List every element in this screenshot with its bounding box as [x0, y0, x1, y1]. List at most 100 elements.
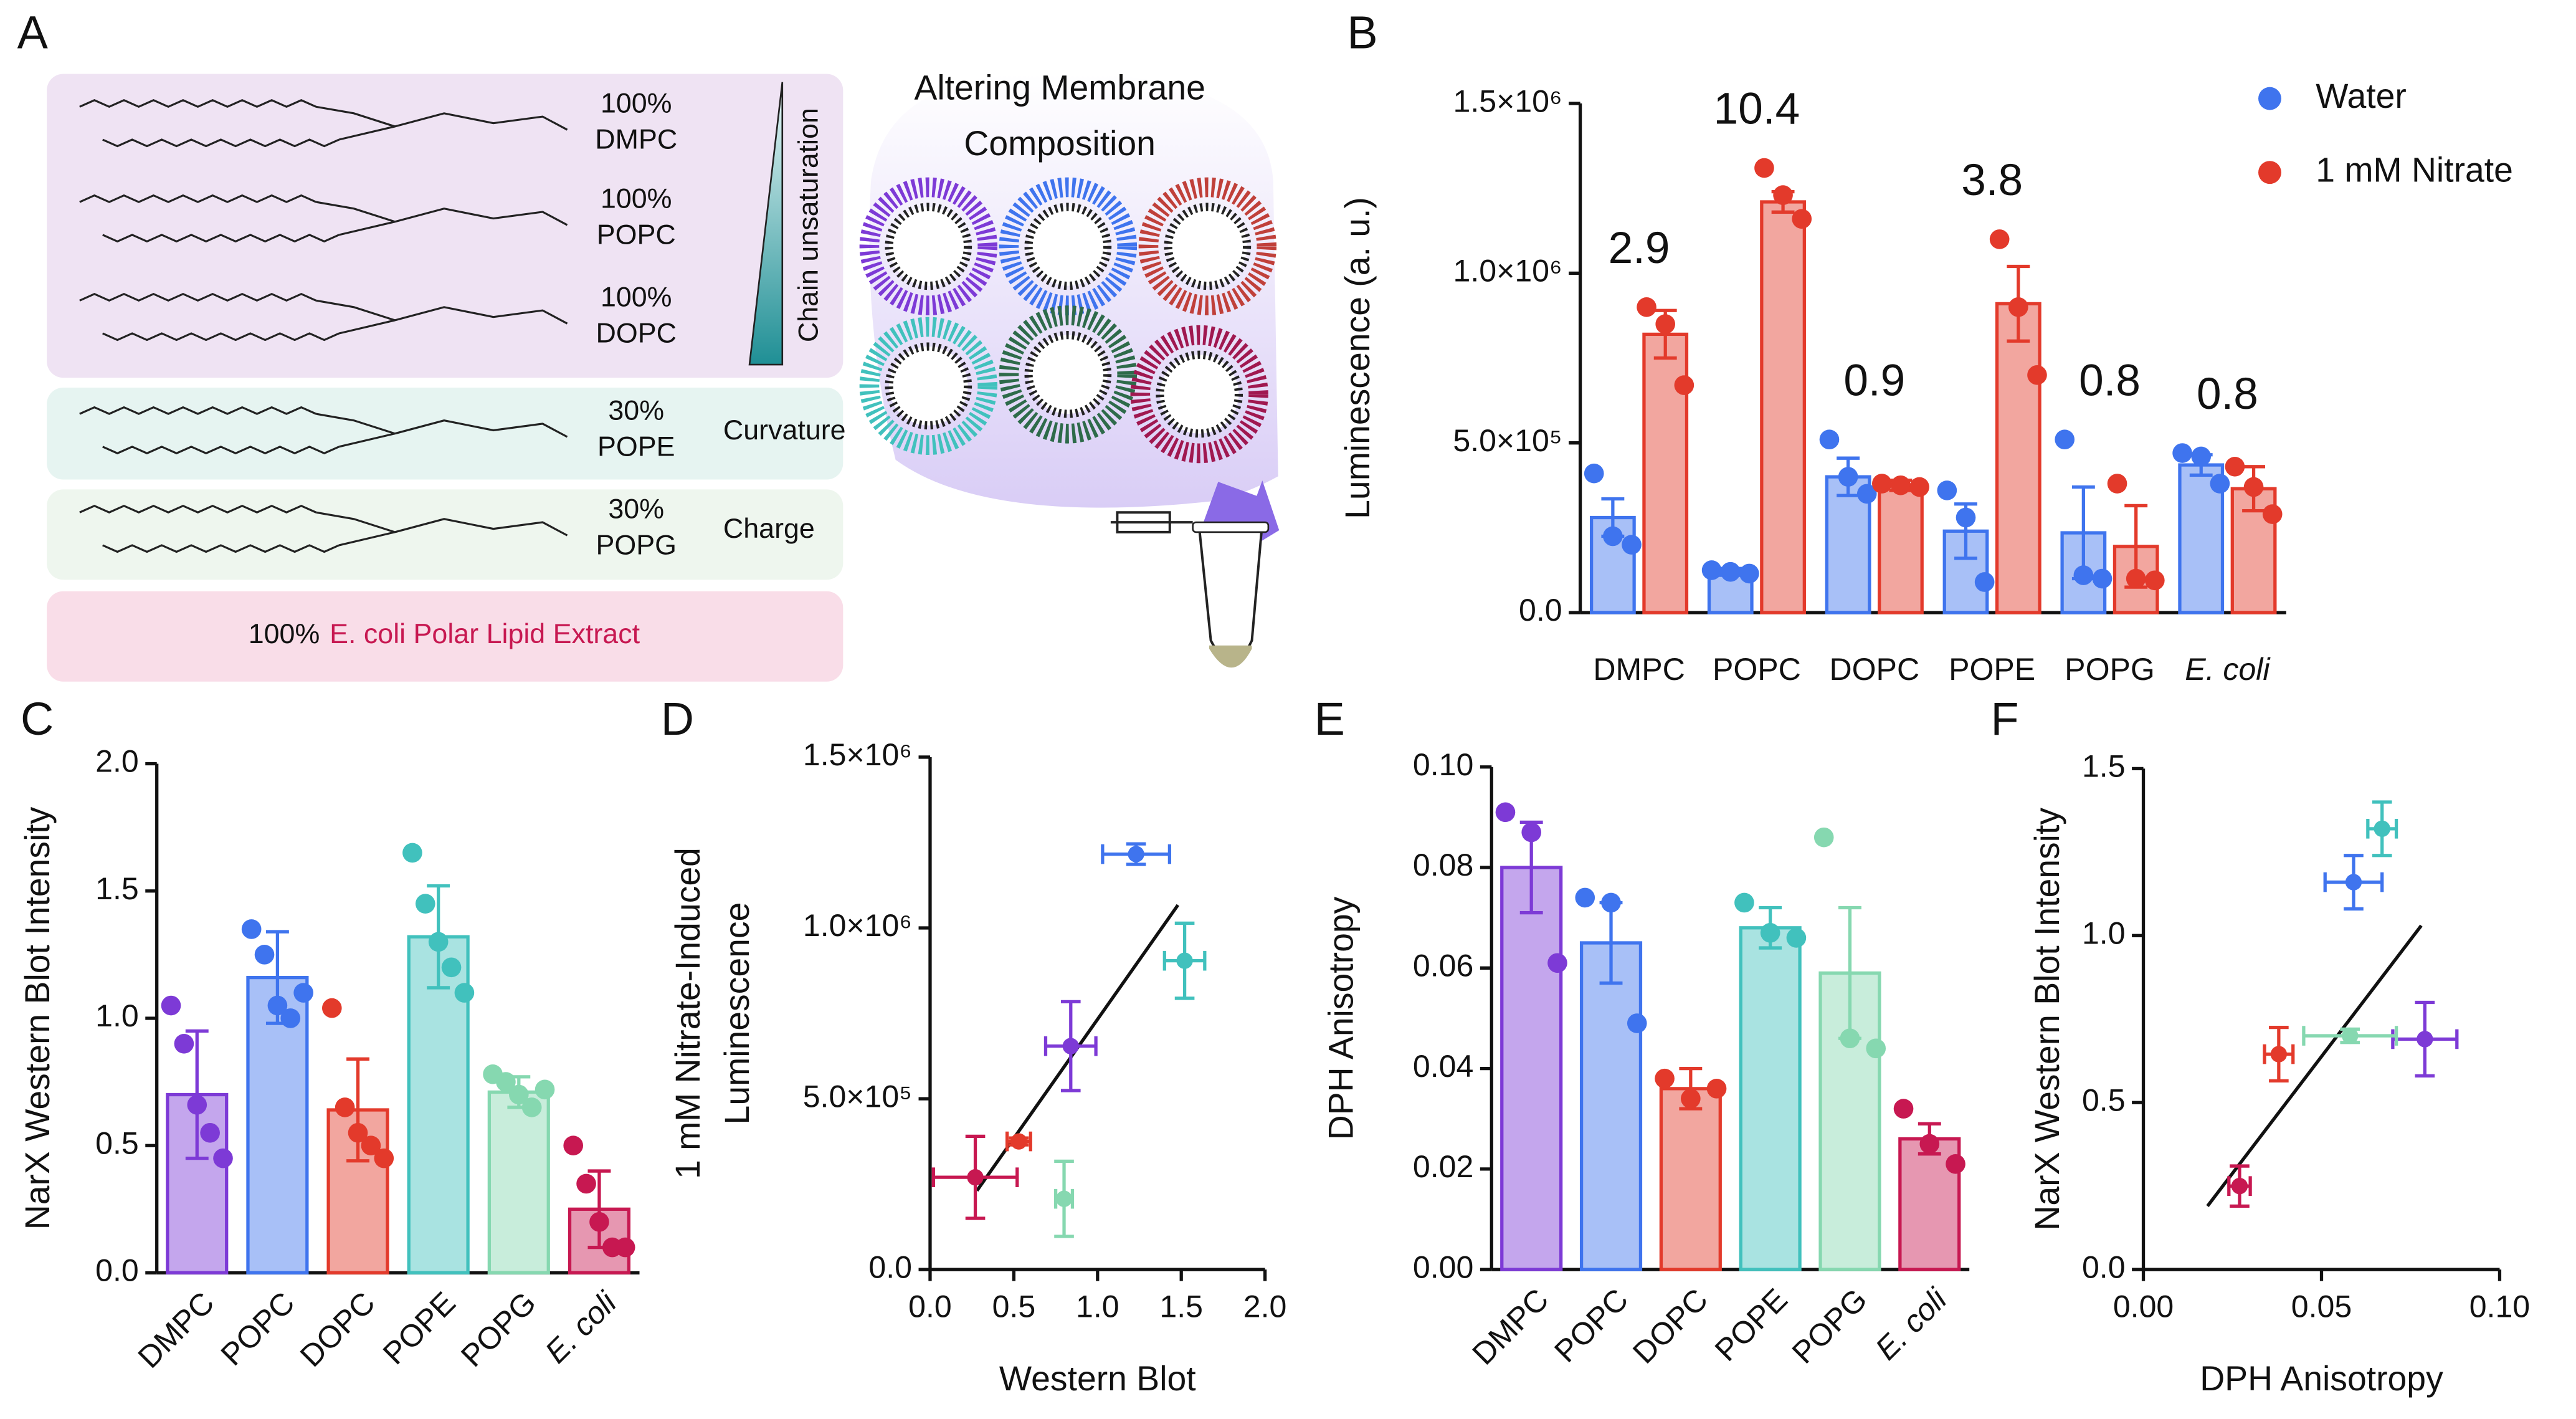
x-tick-label: DOPC — [1829, 652, 1919, 687]
lipid-head — [316, 511, 568, 537]
x-tick-label: DOPC — [1626, 1282, 1714, 1370]
data-point — [1062, 1038, 1079, 1054]
saturation-box — [47, 74, 844, 378]
data-point — [254, 945, 275, 965]
extract-percent: 100% — [249, 618, 320, 649]
x-tick-label: POPG — [454, 1285, 543, 1374]
data-point — [1937, 480, 1957, 500]
panel-letter: A — [17, 6, 49, 58]
y-tick-label: 0.0 — [95, 1253, 139, 1288]
gradient-label: Chain unsaturation — [792, 108, 824, 342]
data-point — [1055, 1190, 1073, 1207]
data-point — [374, 1148, 394, 1168]
data-point — [2145, 570, 2165, 591]
lipid-chain — [102, 332, 340, 342]
data-point — [615, 1237, 635, 1258]
x-tick-label: DOPC — [293, 1285, 382, 1374]
data-point — [1956, 507, 1976, 528]
data-point — [2073, 565, 2094, 585]
data-point — [1521, 822, 1542, 843]
x-tick-label: POPC — [1713, 652, 1801, 687]
data-point — [1495, 802, 1516, 823]
data-point — [321, 998, 342, 1018]
panel-letter: B — [1347, 6, 1377, 58]
y-tick-label: 0.0 — [1519, 593, 1562, 628]
extract-name: E. coli Polar Lipid Extract — [330, 618, 640, 649]
legend-label: Water — [2316, 77, 2407, 115]
data-point — [1813, 827, 1834, 848]
x-tick-label: POPE — [376, 1285, 462, 1371]
bar — [1760, 200, 1806, 614]
panel-a: A Chain unsaturation 100% E. coli Polar L… — [17, 6, 1280, 682]
lipid-percent: 30% — [608, 394, 664, 426]
x-tick-label: POPE — [1949, 652, 2035, 687]
y-tick-label: 0.5 — [95, 1125, 139, 1160]
diagram-title: Altering Membrane — [914, 69, 1205, 107]
lipid-head — [316, 105, 568, 131]
tube-cap — [1192, 521, 1270, 533]
data-point — [1128, 846, 1144, 862]
lipid-chain — [79, 406, 316, 415]
data-point — [1734, 892, 1754, 913]
y-tick-label: 5.0×10⁵ — [1453, 423, 1562, 458]
panel-letter: C — [21, 693, 54, 745]
bar — [1898, 1137, 1961, 1271]
y-tick-label: 0.02 — [1413, 1149, 1473, 1184]
charge-box — [47, 489, 844, 580]
x-tick-label: 1.0 — [1076, 1289, 1119, 1324]
lipid-name: POPG — [596, 529, 677, 560]
bar — [487, 1090, 550, 1275]
data-point — [402, 843, 422, 863]
data-point — [1637, 297, 1656, 317]
y-tick-label: 0.00 — [1413, 1249, 1473, 1284]
x-tick-label: POPG — [2065, 652, 2155, 687]
data-point — [1856, 484, 1877, 504]
data-point — [1575, 887, 1595, 908]
lipid-head — [316, 201, 568, 226]
lipid-percent: 30% — [608, 493, 664, 524]
data-point — [2270, 1046, 2288, 1063]
lipid-property: Charge — [723, 513, 815, 544]
data-point — [1674, 375, 1694, 395]
data-point — [1681, 1089, 1701, 1109]
x-tick-label: 0.10 — [2469, 1289, 2530, 1324]
bar — [1642, 332, 1689, 614]
data-point — [2345, 874, 2362, 891]
y-tick-label: 1.5 — [95, 871, 139, 906]
liposome — [859, 317, 998, 456]
lipid-name: DOPC — [596, 317, 677, 348]
lipid-chain — [79, 504, 316, 514]
data-point — [361, 1135, 381, 1156]
panel-letter: F — [1990, 693, 2018, 745]
fold-change-label: 0.8 — [2079, 356, 2141, 405]
lipid-name: POPE — [597, 431, 675, 462]
data-point — [535, 1079, 555, 1100]
data-point — [1989, 229, 2010, 249]
lipid-name: POPC — [597, 219, 676, 250]
data-point — [508, 1084, 529, 1105]
data-point — [1010, 1133, 1027, 1150]
data-point — [2008, 297, 2028, 317]
data-point — [1792, 209, 1812, 229]
bar — [1500, 866, 1563, 1271]
lipid-link — [338, 319, 396, 335]
lipid-chain — [102, 446, 340, 455]
tube-lid — [1110, 511, 1193, 533]
data-point — [428, 932, 449, 952]
lipid-property: Curvature — [723, 414, 846, 446]
data-point — [1655, 1068, 1675, 1089]
data-point — [1840, 1028, 1860, 1049]
fold-change-label: 2.9 — [1609, 224, 1670, 273]
liposome-inner — [1156, 350, 1243, 438]
data-point — [1786, 928, 1807, 948]
data-point — [1720, 561, 1741, 582]
data-point — [2092, 568, 2113, 589]
lipid-percent: 100% — [601, 183, 672, 214]
data-point — [1773, 185, 1793, 205]
y-tick-label: 0.10 — [1413, 747, 1473, 782]
y-axis-label: Luminescence (a. u.) — [1338, 197, 1377, 519]
y-tick-label: 1.0×10⁶ — [803, 908, 912, 943]
fold-change-label: 3.8 — [1961, 156, 2023, 205]
error-bar — [346, 1057, 369, 1163]
data-point — [1584, 463, 1604, 484]
